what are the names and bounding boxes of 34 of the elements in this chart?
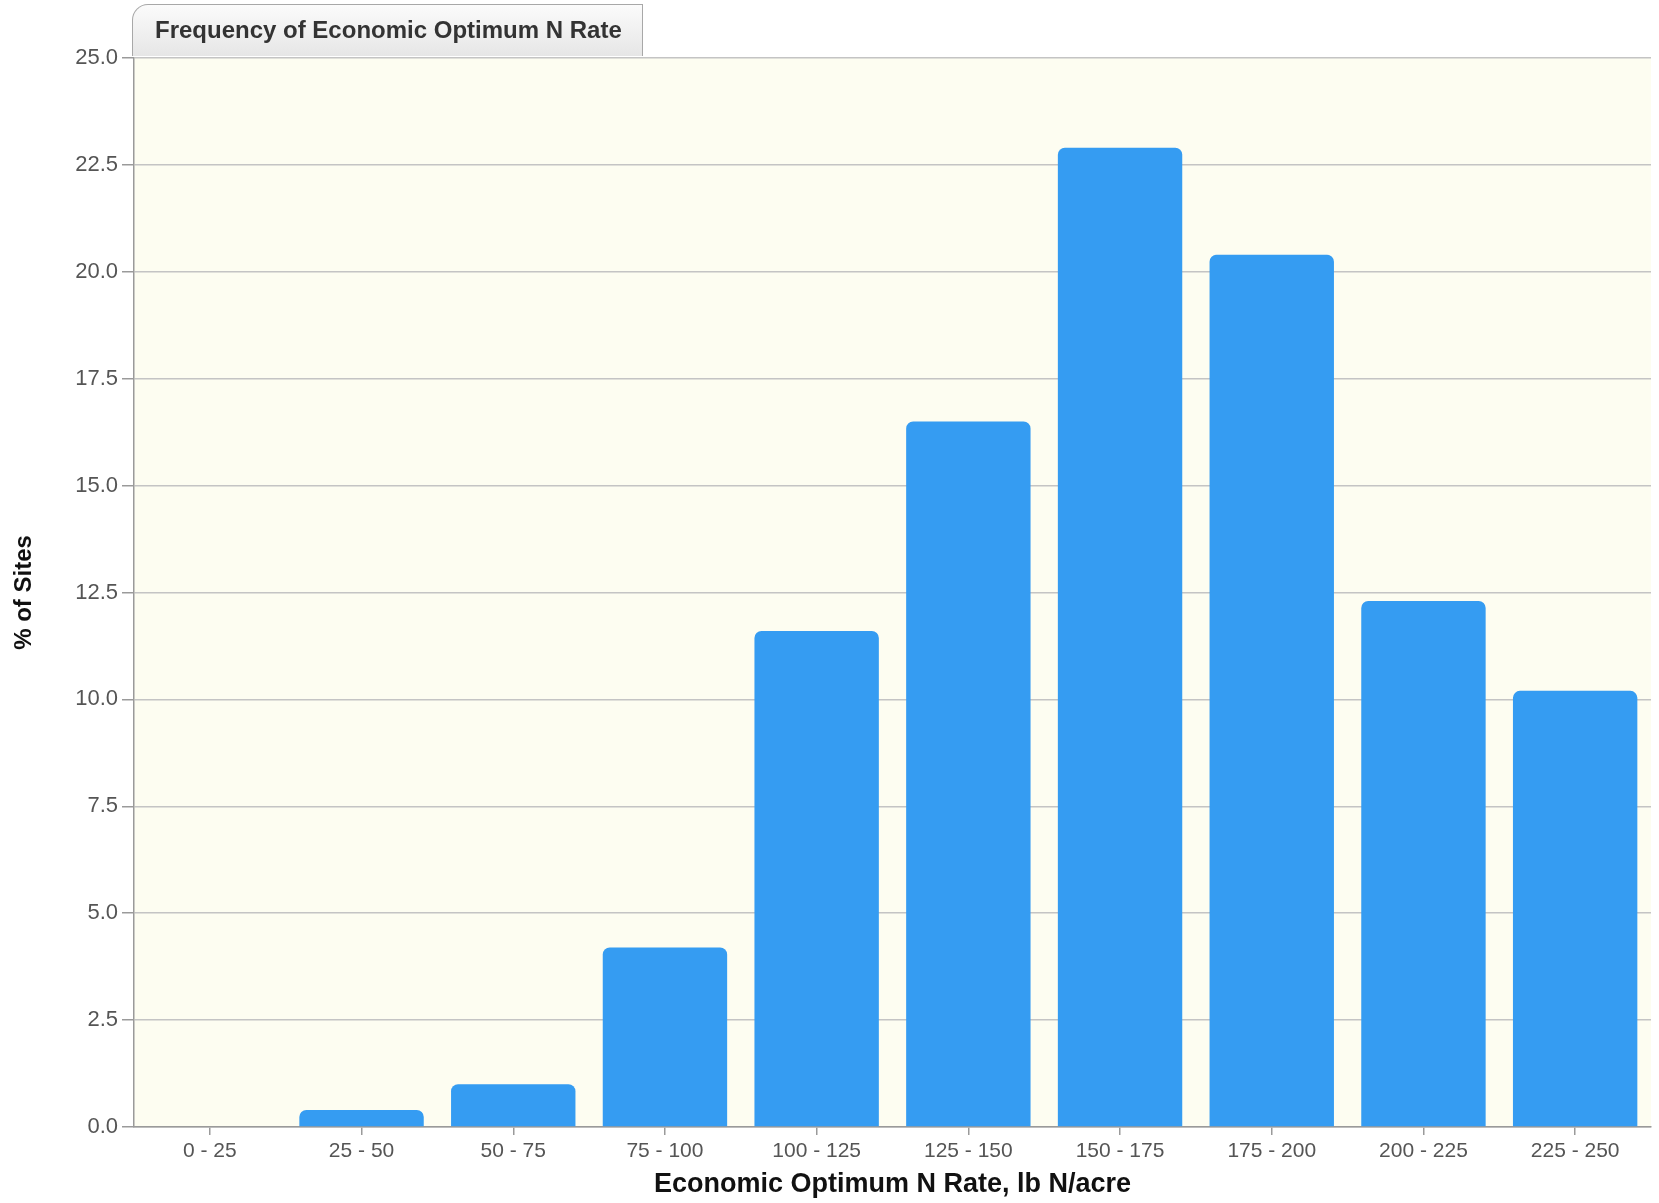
y-tick-label: 12.5 <box>75 578 118 604</box>
y-tick-label: 0.0 <box>87 1113 118 1139</box>
x-tick-label: 125 - 150 <box>923 1138 1013 1162</box>
chart-title: Frequency of Economic Optimum N Rate <box>155 15 622 45</box>
y-tick-label: 17.5 <box>75 364 118 390</box>
y-tick-label: 15.0 <box>75 471 118 497</box>
x-tick-label: 25 - 50 <box>328 1138 395 1162</box>
x-tick-label: 0 - 25 <box>183 1138 237 1162</box>
bar <box>1361 601 1486 1127</box>
x-tick-label: 225 - 250 <box>1530 1138 1620 1162</box>
x-tick-label: 175 - 200 <box>1227 1138 1317 1162</box>
bar <box>754 630 879 1127</box>
y-tick-label: 20.0 <box>75 257 118 283</box>
y-tick-label: 25.0 <box>75 44 118 70</box>
x-tick-label: 200 - 225 <box>1379 1138 1468 1162</box>
y-tick-label: 7.5 <box>87 792 118 818</box>
bar <box>906 421 1031 1127</box>
x-tick-label: 75 - 100 <box>626 1138 704 1162</box>
x-tick-label: 50 - 75 <box>480 1138 546 1162</box>
bar <box>451 1084 576 1127</box>
bar <box>1057 147 1183 1127</box>
x-tick-label: 150 - 175 <box>1075 1138 1165 1162</box>
x-axis-title: Economic Optimum N Rate, lb N/acre <box>653 1168 1132 1199</box>
bar <box>602 947 728 1127</box>
bar <box>299 1109 424 1127</box>
title-tab: Frequency of Economic Optimum N Rate <box>132 4 643 56</box>
y-tick-label: 10.0 <box>75 685 118 711</box>
bar <box>1512 690 1638 1127</box>
y-tick-label: 22.5 <box>75 150 118 176</box>
y-tick-label: 5.0 <box>87 899 118 925</box>
x-tick-label: 100 - 125 <box>772 1138 862 1162</box>
y-tick-label: 2.5 <box>87 1006 118 1032</box>
bar <box>1209 254 1334 1127</box>
y-axis-title: % of Sites <box>9 535 37 650</box>
